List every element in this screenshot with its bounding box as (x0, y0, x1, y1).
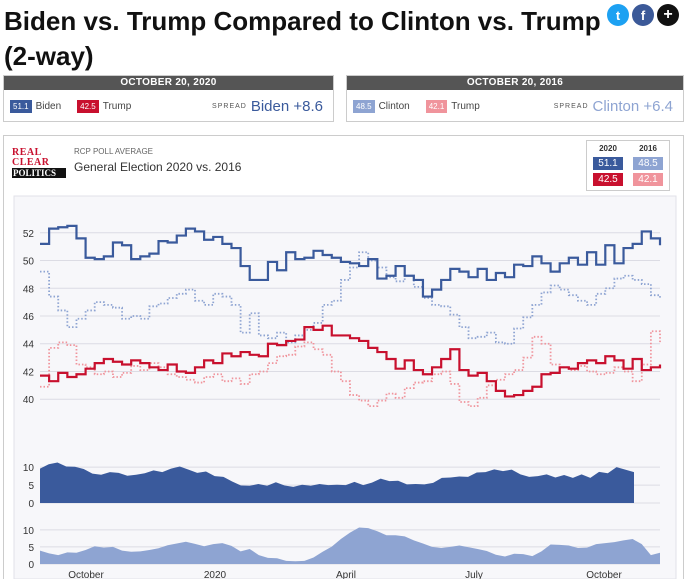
series-line-clinton (40, 251, 661, 345)
legend-biden-value: 51.1 (593, 157, 623, 170)
legend-trump-2020-value: 42.5 (593, 173, 623, 186)
twitter-icon[interactable]: t (607, 4, 629, 26)
summary-date-2020: OCTOBER 20, 2020 (4, 76, 333, 90)
biden-label: Biden (35, 100, 62, 112)
y-tick-label-40: 40 (23, 395, 35, 406)
spread-area-spread-2016 (40, 527, 660, 564)
spread-y-tick-0: 0 (28, 499, 34, 510)
candidate-clinton: 48.5 Clinton (353, 99, 410, 113)
trump-2016-value-chip: 42.1 (425, 99, 448, 113)
clinton-value-chip: 48.5 (353, 99, 375, 113)
spread-y-tick-5: 5 (28, 481, 34, 492)
biden-value-chip: 51.1 (10, 99, 32, 113)
spread-area-spread-2020 (40, 462, 634, 503)
x-tick-label-october: October (68, 570, 104, 579)
spread-y-tick-5: 5 (28, 543, 34, 554)
legend-clinton-value: 48.5 (633, 157, 663, 170)
y-tick-label-46: 46 (23, 312, 35, 323)
summary-date-2016: OCTOBER 20, 2016 (347, 76, 683, 90)
summary-box-2020: OCTOBER 20, 2020 51.1 Biden 42.5 Trump S… (3, 75, 334, 122)
page-title: Biden vs. Trump Compared to Clinton vs. … (4, 6, 601, 71)
facebook-icon[interactable]: f (632, 4, 654, 26)
clinton-label: Clinton (378, 100, 410, 112)
series-line-biden (40, 224, 662, 298)
x-tick-label-april: April (336, 570, 356, 579)
logo-line-3: POLITICS (12, 168, 66, 178)
logo-line-1: REAL (12, 148, 66, 158)
spread-value-2020: Biden +8.6 (250, 97, 323, 115)
spread-label-2020: SPREAD (212, 102, 247, 110)
x-tick-label-october: October (586, 570, 622, 579)
spread-y-tick-10: 10 (23, 463, 35, 474)
legend-trump-2016-value: 42.1 (633, 173, 663, 186)
spread-2016: SPREAD Clinton +6.4 (554, 98, 673, 115)
y-tick-label-50: 50 (23, 257, 35, 268)
y-tick-label-42: 42 (23, 367, 35, 378)
trump-2016-label: Trump (451, 100, 480, 112)
legend-year-2020: 2020 (599, 144, 617, 153)
spread-y-tick-10: 10 (23, 526, 35, 537)
rcp-logo: REAL CLEAR POLITICS (12, 148, 66, 184)
series-line-trump-2016 (40, 330, 661, 408)
chart-subtitle: General Election 2020 vs. 2016 (74, 160, 242, 174)
candidate-trump-2016: 42.1 Trump (425, 99, 480, 113)
spread-value-2016: Clinton +6.4 (592, 97, 673, 115)
candidate-biden: 51.1 Biden (10, 99, 62, 113)
year-legend: 2020 2016 51.1 42.5 48.5 42.1 (586, 140, 670, 191)
trump-2020-label: Trump (102, 100, 132, 112)
rcp-poll-average-label: RCP POLL AVERAGE (74, 147, 153, 156)
summary-box-2016: OCTOBER 20, 2016 48.5 Clinton 42.1 Trump… (346, 75, 684, 122)
x-tick-label-july: July (465, 570, 483, 579)
y-tick-label-48: 48 (23, 284, 35, 295)
social-share-bar: t f + (604, 4, 679, 26)
logo-line-2: CLEAR (12, 158, 66, 168)
spread-y-tick-0: 0 (28, 560, 34, 571)
spread-label-2016: SPREAD (553, 102, 589, 110)
series-line-trump (40, 324, 662, 398)
trump-2020-value-chip: 42.5 (77, 99, 99, 113)
x-tick-label-2020: 2020 (204, 570, 227, 579)
legend-year-2016: 2016 (639, 144, 657, 153)
y-tick-label-44: 44 (23, 340, 35, 351)
candidate-trump-2020: 42.5 Trump (77, 99, 132, 113)
y-tick-label-52: 52 (23, 229, 35, 240)
more-share-icon[interactable]: + (657, 4, 679, 26)
spread-2020: SPREAD Biden +8.6 (212, 98, 323, 115)
